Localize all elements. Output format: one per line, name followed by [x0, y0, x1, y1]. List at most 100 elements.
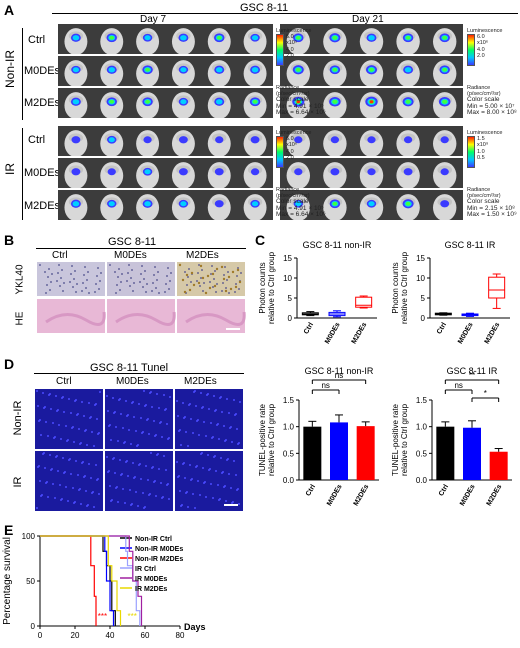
panel-b-col-ctrl: Ctrl — [52, 250, 68, 261]
row-sep — [58, 118, 273, 120]
nucleus — [74, 270, 76, 272]
nucleus — [238, 288, 240, 290]
nucleus — [45, 292, 47, 294]
nucleus-dot — [130, 443, 132, 445]
nucleus — [141, 265, 143, 267]
y-tick-label: 15 — [416, 254, 425, 263]
bar — [463, 427, 481, 480]
nucleus-dot — [180, 444, 182, 446]
nucleus — [96, 275, 98, 277]
nucleus-dot — [93, 445, 95, 447]
nucleus — [109, 264, 111, 266]
nucleus-dot — [187, 445, 189, 447]
nucleus-dot — [120, 474, 122, 476]
nucleus — [227, 271, 229, 273]
nucleus-dot — [193, 391, 195, 393]
nucleus — [146, 283, 148, 285]
nucleus — [188, 268, 190, 270]
nucleus — [116, 284, 118, 286]
nucleus-dot — [230, 487, 232, 489]
y-axis-label: Photon counts — [258, 262, 267, 313]
nucleus-dot — [40, 434, 42, 436]
group-label-ir: IR — [3, 163, 17, 175]
bar — [436, 426, 455, 480]
nucleus — [39, 264, 41, 266]
nucleus-dot — [176, 400, 178, 402]
nucleus-dot — [50, 469, 52, 471]
nucleus — [164, 291, 166, 293]
nucleus-dot — [217, 484, 219, 486]
survival-line — [40, 535, 97, 626]
nucleus-dot — [37, 466, 39, 468]
ivis-block-day21-nonir — [280, 24, 463, 120]
x-tick-label: Ctrl — [303, 321, 315, 335]
nucleus-dot — [76, 414, 78, 416]
nucleus — [157, 271, 159, 273]
nucleus-dot — [213, 456, 215, 458]
nucleus-dot — [143, 507, 145, 509]
nucleus-dot — [205, 435, 207, 437]
nucleus-dot — [200, 392, 202, 394]
signal — [107, 168, 116, 176]
ykl40-image — [177, 262, 245, 296]
nucleus-dot — [185, 492, 187, 494]
histology-images — [37, 262, 246, 333]
survival-line — [40, 535, 143, 626]
nucleus-dot — [63, 411, 65, 413]
signal-mid — [215, 67, 223, 73]
nucleus-dot — [226, 398, 228, 400]
legend-label: Non-IR M2DEs — [135, 556, 183, 563]
chart-title: GSC 8-11 non-IR — [305, 366, 374, 376]
nucleus-dot — [233, 460, 235, 462]
signal-mid — [72, 201, 80, 207]
nucleus — [166, 275, 168, 277]
nucleus — [133, 282, 135, 284]
scale-bar — [224, 504, 238, 506]
nucleus-dot — [215, 470, 217, 472]
nucleus-dot — [166, 423, 168, 425]
nucleus — [215, 291, 217, 293]
nucleus-dot — [182, 463, 184, 465]
x-tick-label: M2DEs — [484, 321, 502, 345]
nucleus-dot — [122, 427, 124, 429]
nucleus — [61, 269, 63, 271]
row-label-m2-ir: M2DEs — [24, 200, 61, 212]
nucleus — [83, 274, 85, 276]
bar — [356, 426, 375, 480]
x-tick-label: M0DEs — [324, 321, 342, 345]
survival-line — [40, 535, 115, 626]
signal — [250, 168, 260, 176]
ykl40-stain — [229, 287, 233, 291]
x-tick-label: M0DEs — [326, 483, 344, 507]
legend-label: Non-IR Ctrl — [135, 536, 172, 543]
nucleus-dot — [55, 395, 57, 397]
nucleus-dot — [37, 405, 39, 407]
nucleus-dot — [211, 437, 213, 439]
nucleus — [210, 273, 212, 275]
y-tick-label: 0.0 — [416, 476, 428, 485]
sig-annotation: *** — [98, 612, 107, 621]
nucleus-dot — [79, 443, 81, 445]
sig-annotation: *** — [128, 612, 137, 621]
row-sep — [280, 156, 463, 158]
nucleus-dot — [130, 504, 132, 506]
nucleus-dot — [206, 394, 208, 396]
nucleus-dot — [153, 481, 155, 483]
nucleus — [167, 267, 169, 269]
nucleus-dot — [216, 424, 218, 426]
x-tick-label: M2DEs — [353, 483, 371, 507]
signal — [330, 168, 340, 176]
nucleus-dot — [49, 454, 51, 456]
nucleus-dot — [158, 468, 160, 470]
signal-mid — [144, 169, 151, 175]
nucleus-dot — [86, 505, 88, 507]
ykl40-stain — [222, 277, 226, 281]
signal-mid — [215, 99, 223, 105]
nucleus-dot — [81, 401, 83, 403]
nucleus — [117, 276, 119, 278]
row-bg — [58, 126, 273, 156]
nucleus-dot — [220, 457, 222, 459]
nucleus-dot — [70, 412, 72, 414]
nucleus-dot — [133, 477, 135, 479]
nucleus-dot — [180, 505, 182, 507]
